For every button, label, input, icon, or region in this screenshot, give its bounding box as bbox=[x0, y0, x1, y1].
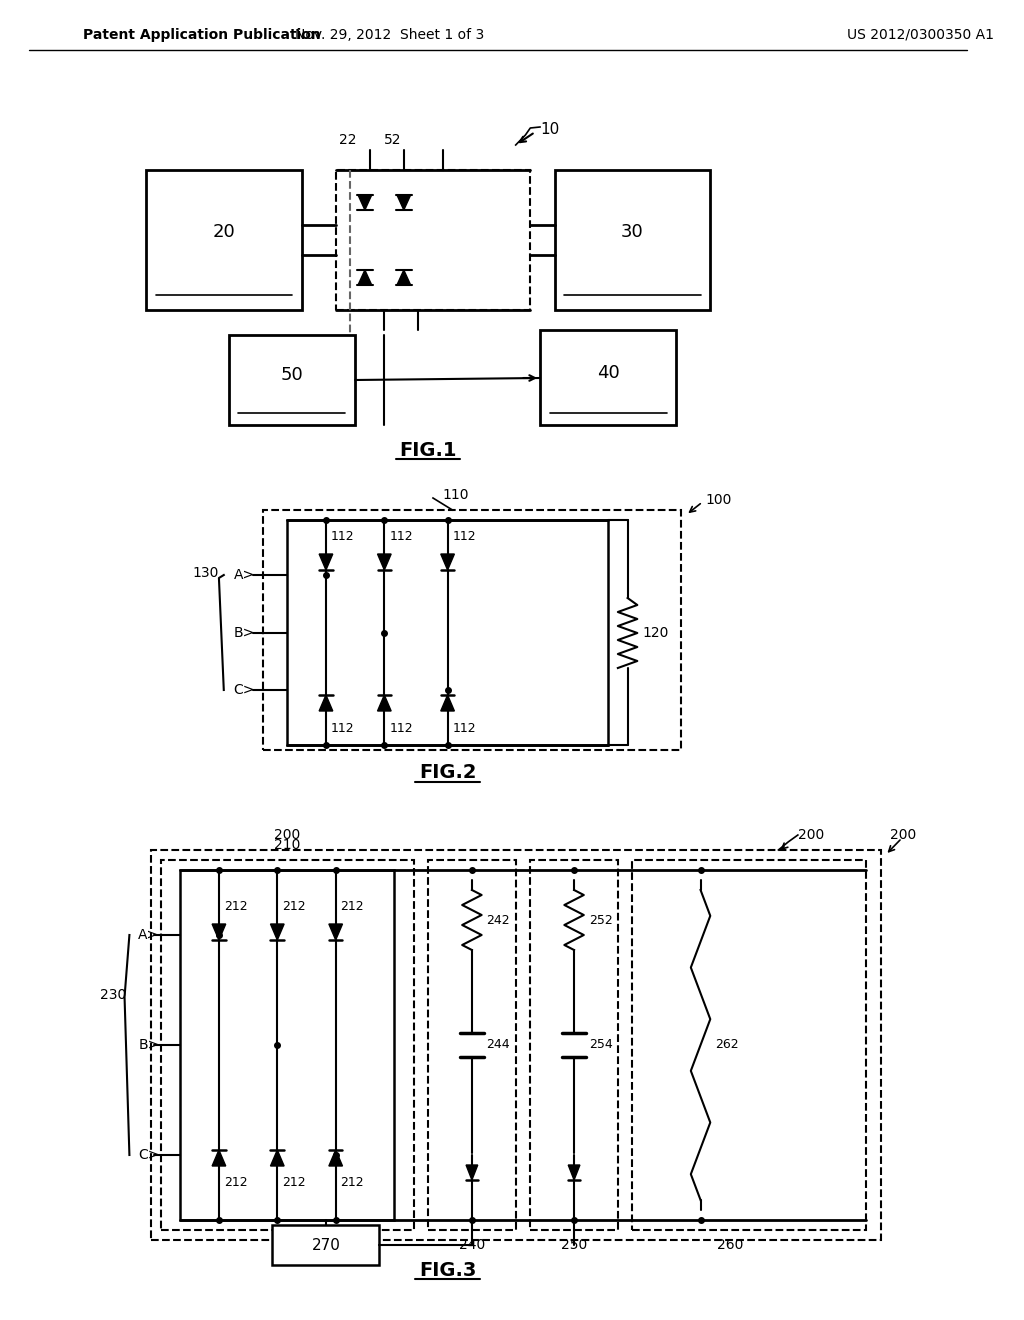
Text: 112: 112 bbox=[389, 722, 413, 734]
Bar bbox=[146, 170, 302, 310]
Text: FIG.2: FIG.2 bbox=[419, 763, 476, 783]
Text: 212: 212 bbox=[341, 1176, 365, 1189]
Bar bbox=[540, 330, 676, 425]
Text: 200: 200 bbox=[890, 828, 916, 842]
Text: 52: 52 bbox=[384, 133, 401, 147]
Text: 112: 112 bbox=[389, 531, 413, 544]
Bar bbox=[161, 861, 414, 1230]
Text: 212: 212 bbox=[341, 900, 365, 913]
Text: C>: C> bbox=[138, 1148, 160, 1162]
Text: 242: 242 bbox=[486, 913, 510, 927]
Text: 240: 240 bbox=[459, 1238, 485, 1251]
Text: 260: 260 bbox=[717, 1238, 743, 1251]
Bar bbox=[287, 520, 608, 744]
Text: 212: 212 bbox=[283, 900, 306, 913]
Text: 40: 40 bbox=[597, 363, 620, 381]
Text: A>: A> bbox=[138, 928, 160, 942]
Text: FIG.1: FIG.1 bbox=[399, 441, 457, 459]
Text: 30: 30 bbox=[622, 223, 644, 242]
Polygon shape bbox=[270, 1150, 284, 1166]
Bar bbox=[555, 170, 711, 310]
Polygon shape bbox=[568, 1166, 580, 1180]
Text: 212: 212 bbox=[224, 1176, 248, 1189]
Polygon shape bbox=[212, 1150, 225, 1166]
Text: 130: 130 bbox=[193, 566, 219, 579]
Text: 270: 270 bbox=[311, 1238, 340, 1253]
Text: B>: B> bbox=[138, 1038, 160, 1052]
Bar bbox=[336, 170, 530, 310]
Bar bbox=[633, 861, 866, 1230]
Polygon shape bbox=[212, 924, 225, 940]
Text: 212: 212 bbox=[283, 1176, 306, 1189]
Text: 110: 110 bbox=[442, 488, 469, 502]
Text: 230: 230 bbox=[100, 987, 127, 1002]
Polygon shape bbox=[270, 924, 284, 940]
Text: 10: 10 bbox=[540, 123, 559, 137]
Text: C>: C> bbox=[233, 682, 255, 697]
Polygon shape bbox=[329, 924, 342, 940]
Text: 254: 254 bbox=[589, 1039, 612, 1052]
Text: 120: 120 bbox=[642, 626, 669, 640]
Polygon shape bbox=[397, 195, 411, 210]
Bar bbox=[151, 850, 881, 1239]
Text: 20: 20 bbox=[212, 223, 236, 242]
Text: 210: 210 bbox=[273, 838, 300, 851]
Text: Nov. 29, 2012  Sheet 1 of 3: Nov. 29, 2012 Sheet 1 of 3 bbox=[295, 28, 483, 42]
Bar bbox=[228, 335, 355, 425]
Polygon shape bbox=[329, 1150, 342, 1166]
Polygon shape bbox=[358, 271, 372, 285]
Text: B>: B> bbox=[233, 626, 255, 640]
Text: 100: 100 bbox=[706, 492, 732, 507]
Text: 50: 50 bbox=[281, 366, 303, 384]
Text: 262: 262 bbox=[715, 1039, 738, 1052]
Text: 244: 244 bbox=[486, 1039, 510, 1052]
Bar bbox=[428, 861, 516, 1230]
Text: 22: 22 bbox=[339, 133, 356, 147]
Polygon shape bbox=[440, 554, 455, 570]
Text: 200: 200 bbox=[273, 828, 300, 842]
Text: 112: 112 bbox=[331, 722, 354, 734]
Text: A>: A> bbox=[233, 568, 255, 582]
Polygon shape bbox=[319, 696, 333, 711]
Bar bbox=[530, 861, 617, 1230]
Text: 252: 252 bbox=[589, 913, 612, 927]
Text: 112: 112 bbox=[331, 531, 354, 544]
Polygon shape bbox=[378, 554, 391, 570]
Bar bbox=[180, 870, 394, 1220]
Text: 212: 212 bbox=[224, 900, 248, 913]
Text: Patent Application Publication: Patent Application Publication bbox=[83, 28, 321, 42]
Bar bbox=[272, 1225, 380, 1265]
Polygon shape bbox=[466, 1166, 478, 1180]
Text: 200: 200 bbox=[798, 828, 824, 842]
Polygon shape bbox=[440, 696, 455, 711]
Text: 112: 112 bbox=[453, 531, 476, 544]
Text: US 2012/0300350 A1: US 2012/0300350 A1 bbox=[847, 28, 993, 42]
Polygon shape bbox=[378, 696, 391, 711]
Polygon shape bbox=[397, 271, 411, 285]
Text: FIG.3: FIG.3 bbox=[419, 1261, 476, 1279]
Text: 250: 250 bbox=[561, 1238, 587, 1251]
Polygon shape bbox=[319, 554, 333, 570]
Text: 112: 112 bbox=[453, 722, 476, 734]
Bar bbox=[263, 510, 681, 750]
Polygon shape bbox=[358, 195, 372, 210]
